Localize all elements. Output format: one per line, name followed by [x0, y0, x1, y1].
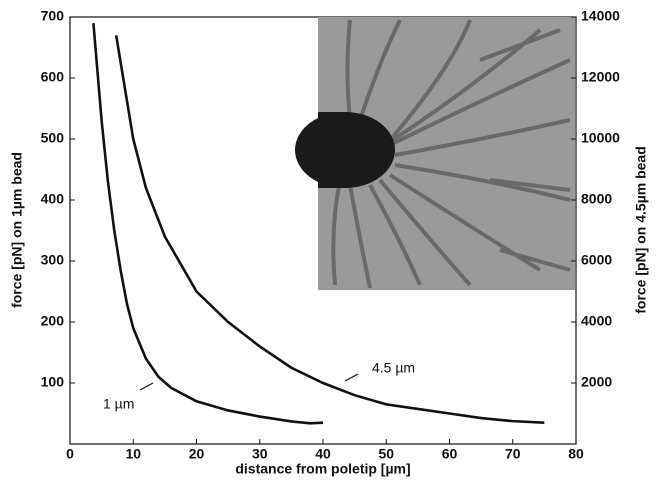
y-tick-label: 500 — [41, 130, 65, 146]
y-tick-label: 700 — [41, 8, 65, 24]
y2-tick-label: 4000 — [581, 313, 612, 329]
x-tick-label: 20 — [189, 446, 205, 462]
x-tick-label: 10 — [125, 446, 141, 462]
y-tick-label: 200 — [41, 313, 65, 329]
y2-tick-label: 8000 — [581, 191, 612, 207]
y-tick-label: 600 — [41, 69, 65, 85]
y-tick-label: 400 — [41, 191, 65, 207]
y2-tick-label: 6000 — [581, 252, 612, 268]
y2-tick-label: 12000 — [581, 69, 620, 85]
x-tick-label: 70 — [505, 446, 521, 462]
x-tick-label: 50 — [378, 446, 394, 462]
x-tick-label: 30 — [252, 446, 268, 462]
x-axis-label: distance from poletip [µm] — [235, 461, 410, 477]
x-tick-label: 0 — [66, 446, 74, 462]
series-line — [92, 22, 324, 425]
y2-axis-label: force [pN] on 4.5µm bead — [633, 146, 649, 314]
y2-tick-label: 14000 — [581, 8, 620, 24]
x-tick-label: 80 — [568, 446, 584, 462]
y-tick-label: 100 — [41, 374, 65, 390]
annotation-arrow — [139, 382, 154, 391]
y2-tick-label: 2000 — [581, 374, 612, 390]
annotation: 4.5 µm — [372, 360, 415, 376]
y2-tick-label: 10000 — [581, 130, 620, 146]
series-line — [114, 35, 545, 424]
x-tick-label: 60 — [442, 446, 458, 462]
inset-image — [295, 17, 575, 290]
y-tick-label: 300 — [41, 252, 65, 268]
y-axis-label: force [pN] on 1µm bead — [9, 152, 25, 308]
annotation-arrow — [344, 373, 359, 382]
x-tick-label: 40 — [315, 446, 331, 462]
annotation: 1 µm — [103, 396, 134, 412]
